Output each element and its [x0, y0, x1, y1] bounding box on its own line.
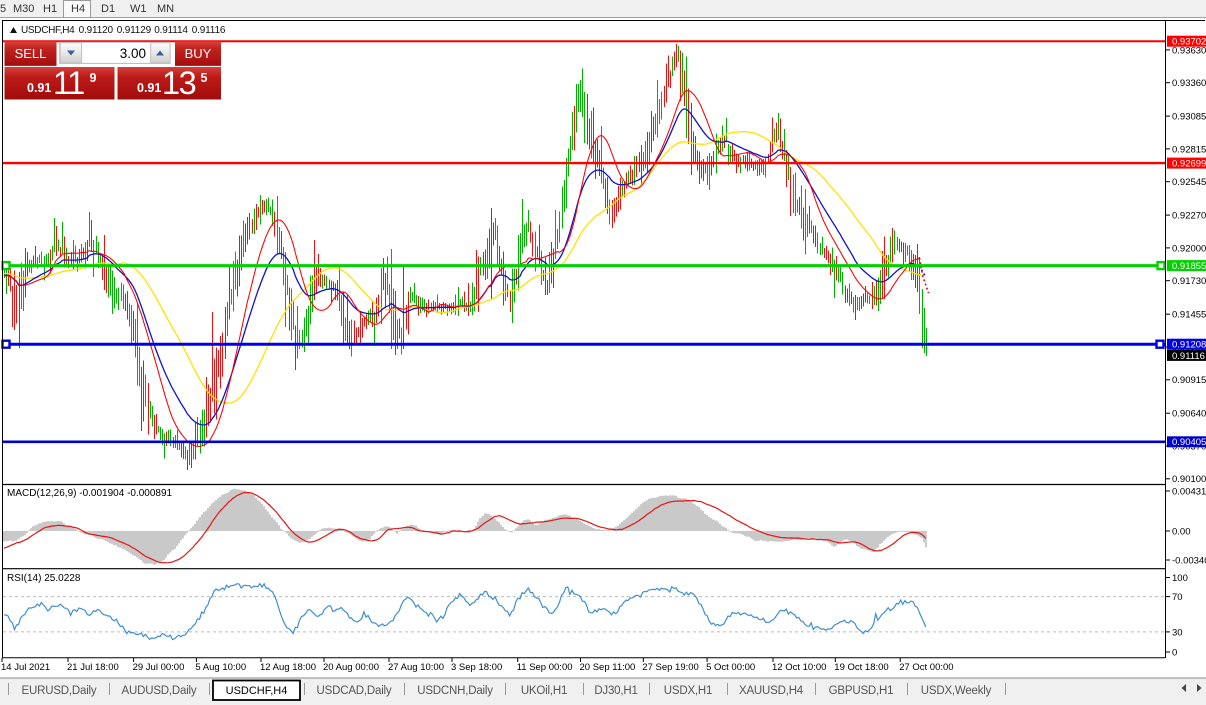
svg-text:3.00: 3.00: [120, 46, 146, 61]
svg-text:5 Oct 00:00: 5 Oct 00:00: [706, 662, 755, 673]
svg-text:0.92000: 0.92000: [1172, 243, 1206, 254]
svg-text:0.91: 0.91: [27, 81, 51, 95]
svg-text:MN: MN: [157, 3, 174, 15]
svg-text:12 Oct 10:00: 12 Oct 10:00: [772, 662, 826, 673]
svg-text:USDX,Weekly: USDX,Weekly: [921, 685, 992, 697]
svg-text:EURUSD,Daily: EURUSD,Daily: [22, 685, 97, 697]
svg-text:0.91116: 0.91116: [1172, 351, 1205, 362]
svg-text:0.90915: 0.90915: [1172, 375, 1206, 386]
svg-text:USDCNH,Daily: USDCNH,Daily: [417, 685, 493, 697]
svg-text:MACD(12,26,9) -0.001904 -0.000: MACD(12,26,9) -0.001904 -0.000891: [7, 488, 173, 499]
svg-text:H1: H1: [43, 3, 57, 15]
svg-text:-0.00340: -0.00340: [1172, 555, 1206, 566]
svg-text:5 Aug 10:00: 5 Aug 10:00: [195, 662, 246, 673]
svg-text:12 Aug 18:00: 12 Aug 18:00: [260, 662, 316, 673]
svg-text:0.90640: 0.90640: [1172, 409, 1206, 420]
svg-text:SELL: SELL: [15, 46, 47, 61]
svg-text:0.00431: 0.00431: [1172, 486, 1206, 497]
svg-text:0.90405: 0.90405: [1172, 437, 1206, 448]
svg-text:30: 30: [1172, 627, 1183, 638]
svg-text:0.91116: 0.91116: [192, 25, 226, 36]
svg-text:19 Oct 18:00: 19 Oct 18:00: [834, 662, 888, 673]
svg-text:0.92270: 0.92270: [1172, 211, 1206, 222]
svg-text:RSI(14) 25.0228: RSI(14) 25.0228: [7, 573, 81, 584]
svg-text:14 Jul 2021: 14 Jul 2021: [1, 662, 50, 673]
svg-text:0.90100: 0.90100: [1172, 474, 1206, 485]
svg-text:0.93360: 0.93360: [1172, 78, 1206, 89]
svg-text:USDCHF,H4: USDCHF,H4: [226, 685, 288, 697]
svg-text:9: 9: [90, 71, 97, 85]
svg-text:W1: W1: [130, 3, 147, 15]
svg-text:0.91114: 0.91114: [154, 25, 188, 36]
svg-text:100: 100: [1172, 573, 1188, 584]
svg-text:27 Sep 19:00: 27 Sep 19:00: [642, 662, 699, 673]
svg-text:5: 5: [201, 71, 208, 85]
svg-text:0.92699: 0.92699: [1172, 159, 1206, 170]
svg-text:0.91: 0.91: [137, 81, 161, 95]
svg-text:0.91455: 0.91455: [1172, 310, 1206, 321]
svg-text:20 Sep 11:00: 20 Sep 11:00: [580, 662, 636, 673]
svg-text:27 Oct 00:00: 27 Oct 00:00: [899, 662, 953, 673]
svg-text:0.91129: 0.91129: [117, 25, 152, 36]
svg-text:0: 0: [1172, 647, 1177, 658]
svg-text:0.91208: 0.91208: [1172, 340, 1206, 351]
svg-text:0.93702: 0.93702: [1172, 37, 1206, 48]
svg-text:0.92815: 0.92815: [1172, 144, 1206, 155]
svg-text:XAUUSD,H4: XAUUSD,H4: [739, 685, 804, 697]
svg-text:AUDUSD,Daily: AUDUSD,Daily: [122, 685, 197, 697]
svg-text:27 Aug 10:00: 27 Aug 10:00: [388, 662, 444, 673]
svg-text:11: 11: [53, 65, 84, 101]
svg-text:M30: M30: [13, 3, 34, 15]
svg-text:20 Aug 00:00: 20 Aug 00:00: [323, 662, 379, 673]
svg-text:70: 70: [1172, 592, 1183, 603]
svg-text:USDCHF,H4: USDCHF,H4: [21, 25, 75, 36]
svg-text:USDCAD,Daily: USDCAD,Daily: [317, 685, 392, 697]
svg-text:3 Sep 18:00: 3 Sep 18:00: [451, 662, 502, 673]
svg-text:0.91120: 0.91120: [79, 25, 114, 36]
svg-text:0.91730: 0.91730: [1172, 276, 1206, 287]
svg-text:UKOil,H1: UKOil,H1: [521, 685, 567, 697]
svg-text:DJ30,H1: DJ30,H1: [594, 685, 637, 697]
svg-text:13: 13: [162, 65, 196, 101]
svg-text:H4: H4: [71, 3, 85, 15]
svg-text:29 Jul 00:00: 29 Jul 00:00: [133, 662, 185, 673]
svg-text:USDX,H1: USDX,H1: [664, 685, 712, 697]
svg-text:11 Sep 00:00: 11 Sep 00:00: [517, 662, 573, 673]
svg-text:21 Jul 18:00: 21 Jul 18:00: [67, 662, 119, 673]
svg-text:D1: D1: [101, 3, 115, 15]
svg-text:5: 5: [0, 3, 6, 15]
svg-text:0.92545: 0.92545: [1172, 177, 1206, 188]
svg-text:0.93630: 0.93630: [1172, 45, 1206, 56]
svg-text:GBPUSD,H1: GBPUSD,H1: [829, 685, 894, 697]
svg-text:BUY: BUY: [185, 46, 212, 61]
svg-text:0.00: 0.00: [1172, 526, 1191, 537]
svg-text:0.91855: 0.91855: [1172, 261, 1206, 272]
svg-text:0.93085: 0.93085: [1172, 112, 1206, 123]
